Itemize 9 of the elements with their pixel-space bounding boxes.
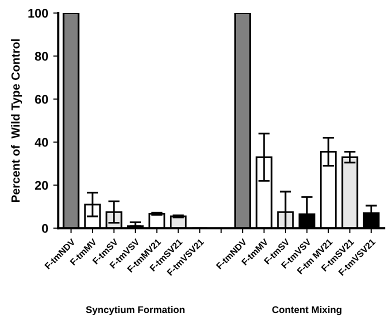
y-tick-label: 80 bbox=[34, 52, 48, 61]
y-tick-label: 100 bbox=[28, 8, 48, 18]
y-tick-label: 0 bbox=[42, 224, 48, 233]
text: Syncytium Formation bbox=[86, 306, 184, 316]
y-axis-title: Percent of Wild Type Control bbox=[11, 39, 22, 202]
text: Content Mixing bbox=[272, 306, 342, 316]
y-tick-label: 20 bbox=[35, 180, 48, 190]
y-tick-label: 60 bbox=[35, 94, 48, 104]
y-tick-label: 40 bbox=[34, 138, 48, 147]
